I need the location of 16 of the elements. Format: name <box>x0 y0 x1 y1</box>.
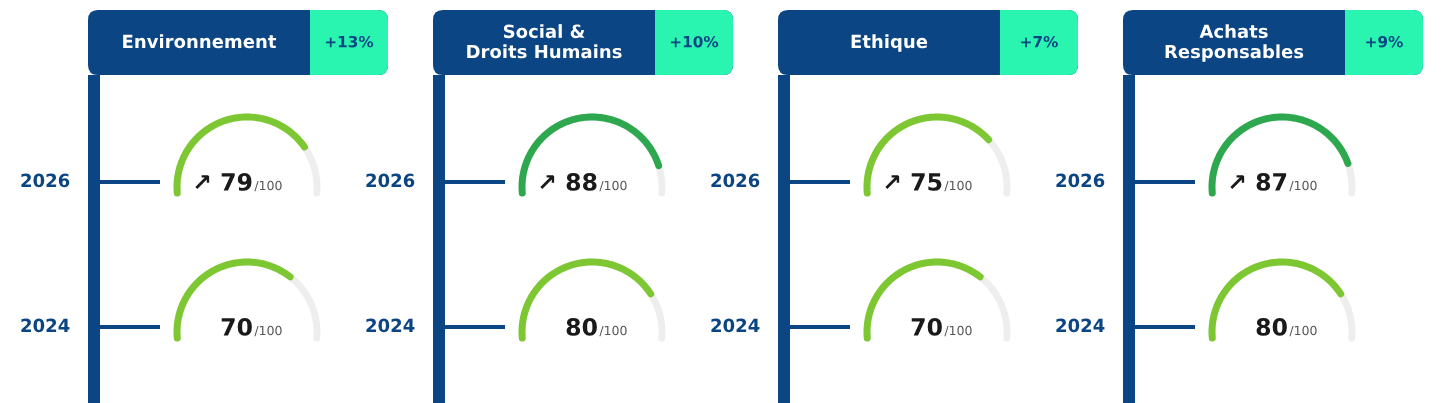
text: +9% <box>1366 35 1403 48</box>
category-label: 2024 <box>366 318 415 333</box>
text: Social & Droits Humains <box>467 24 622 59</box>
category-label: 2026 <box>21 173 70 188</box>
text: +10% <box>670 35 719 48</box>
category-label: 2026 <box>1056 173 1105 188</box>
category-label: 2024 <box>21 318 70 333</box>
text: +7% <box>1021 35 1058 48</box>
text: +13% <box>325 35 374 48</box>
text: Achats Responsables <box>1165 24 1304 62</box>
text: Ethique <box>851 34 928 52</box>
category-label: 2026 <box>366 173 415 188</box>
category-label: 2024 <box>1056 318 1105 333</box>
category-label: 2026 <box>711 173 760 188</box>
category-label: 2024 <box>711 318 760 333</box>
text: Environnement <box>123 34 277 49</box>
